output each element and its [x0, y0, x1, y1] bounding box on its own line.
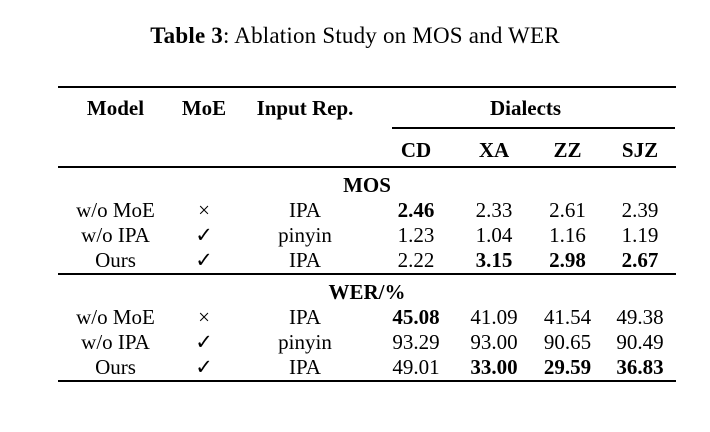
cell-model: w/o MoE — [76, 305, 155, 329]
cell-value: 93.00 — [470, 330, 518, 354]
col-header-moe: MoE — [181, 96, 227, 120]
ablation-table-container: Model MoE Input Rep. Dialects CD XA ZZ S… — [58, 86, 677, 382]
col-header-sjz: SJZ — [604, 129, 677, 168]
col-header-zz: ZZ — [531, 129, 604, 168]
check-icon: ✓ — [195, 330, 213, 354]
ablation-table: Model MoE Input Rep. Dialects CD XA ZZ S… — [58, 86, 677, 382]
header-row-dialects: CD XA ZZ SJZ — [58, 129, 677, 168]
cell-value: 3.15 — [475, 248, 513, 272]
caption-text: : Ablation Study on MOS and WER — [223, 23, 560, 48]
cell-value: 41.09 — [470, 305, 518, 329]
cell-input-rep: IPA — [289, 355, 321, 379]
dialects-underline-rule — [392, 127, 675, 129]
cell-input-rep: IPA — [289, 248, 321, 272]
cell-value: 49.01 — [392, 355, 440, 379]
cell-value: 2.46 — [397, 198, 435, 222]
cell-model: w/o MoE — [76, 198, 155, 222]
section-header-mos: MOS — [58, 167, 676, 198]
check-icon: ✓ — [195, 223, 213, 247]
cell-input-rep: pinyin — [278, 330, 332, 354]
cell-value: 2.22 — [397, 248, 435, 272]
header-spacer — [235, 129, 375, 168]
section-title: WER/% — [58, 273, 677, 305]
table-row: w/o IPA ✓ pinyin 1.23 1.04 1.16 1.19 — [58, 223, 676, 248]
cell-value: 1.16 — [549, 223, 586, 247]
cell-value: 41.54 — [543, 305, 592, 329]
cross-icon: × — [198, 198, 210, 222]
cell-value: 2.61 — [549, 198, 586, 222]
cell-value: 90.49 — [616, 330, 664, 354]
cell-value: 1.23 — [397, 223, 435, 247]
col-header-xa: XA — [457, 129, 531, 168]
cell-value: 2.39 — [621, 198, 659, 222]
header-spacer — [58, 129, 173, 168]
cell-model: Ours — [95, 355, 136, 379]
header-spacer — [173, 129, 235, 168]
table-row: Ours ✓ IPA 49.01 33.00 29.59 36.83 — [58, 355, 676, 381]
cell-value: 36.83 — [616, 355, 664, 379]
col-header-cd: CD — [375, 129, 457, 168]
cell-value: 45.08 — [392, 305, 440, 329]
table-row: w/o IPA ✓ pinyin 93.29 93.00 90.65 90.49 — [58, 330, 676, 355]
cell-value: 2.67 — [621, 248, 659, 272]
cell-model: w/o IPA — [81, 330, 150, 354]
cell-value: 2.98 — [549, 248, 586, 272]
table-row: w/o MoE × IPA 2.46 2.33 2.61 2.39 — [58, 198, 676, 223]
cell-value: 2.33 — [475, 198, 513, 222]
cell-model: w/o IPA — [81, 223, 150, 247]
check-icon: ✓ — [195, 248, 213, 272]
col-header-input-rep: Input Rep. — [256, 96, 354, 120]
header-row-groups: Model MoE Input Rep. Dialects — [58, 87, 676, 129]
section-title: MOS — [343, 173, 391, 197]
cell-value: 1.04 — [475, 223, 513, 247]
cell-value: 49.38 — [616, 305, 664, 329]
col-group-dialects: Dialects — [489, 96, 562, 120]
col-header-model: Model — [86, 96, 145, 120]
check-icon: ✓ — [195, 355, 213, 379]
cell-model: Ours — [95, 248, 136, 272]
cell-value: 93.29 — [392, 330, 440, 354]
cell-input-rep: IPA — [289, 305, 321, 329]
table-row: Ours ✓ IPA 2.22 3.15 2.98 2.67 — [58, 248, 676, 274]
cell-value: 29.59 — [543, 355, 592, 379]
cell-value: 33.00 — [470, 355, 518, 379]
cell-value: 90.65 — [543, 330, 592, 354]
table-row: w/o MoE × IPA 45.08 41.09 41.54 49.38 — [58, 305, 676, 330]
cell-input-rep: IPA — [289, 198, 321, 222]
cell-value: 1.19 — [621, 223, 659, 247]
caption-label: Table 3 — [150, 23, 224, 48]
cross-icon: × — [198, 305, 210, 329]
cell-input-rep: pinyin — [278, 223, 332, 247]
table-caption: Table 3: Ablation Study on MOS and WER — [0, 23, 710, 49]
section-header-wer: WER/% — [58, 273, 677, 305]
